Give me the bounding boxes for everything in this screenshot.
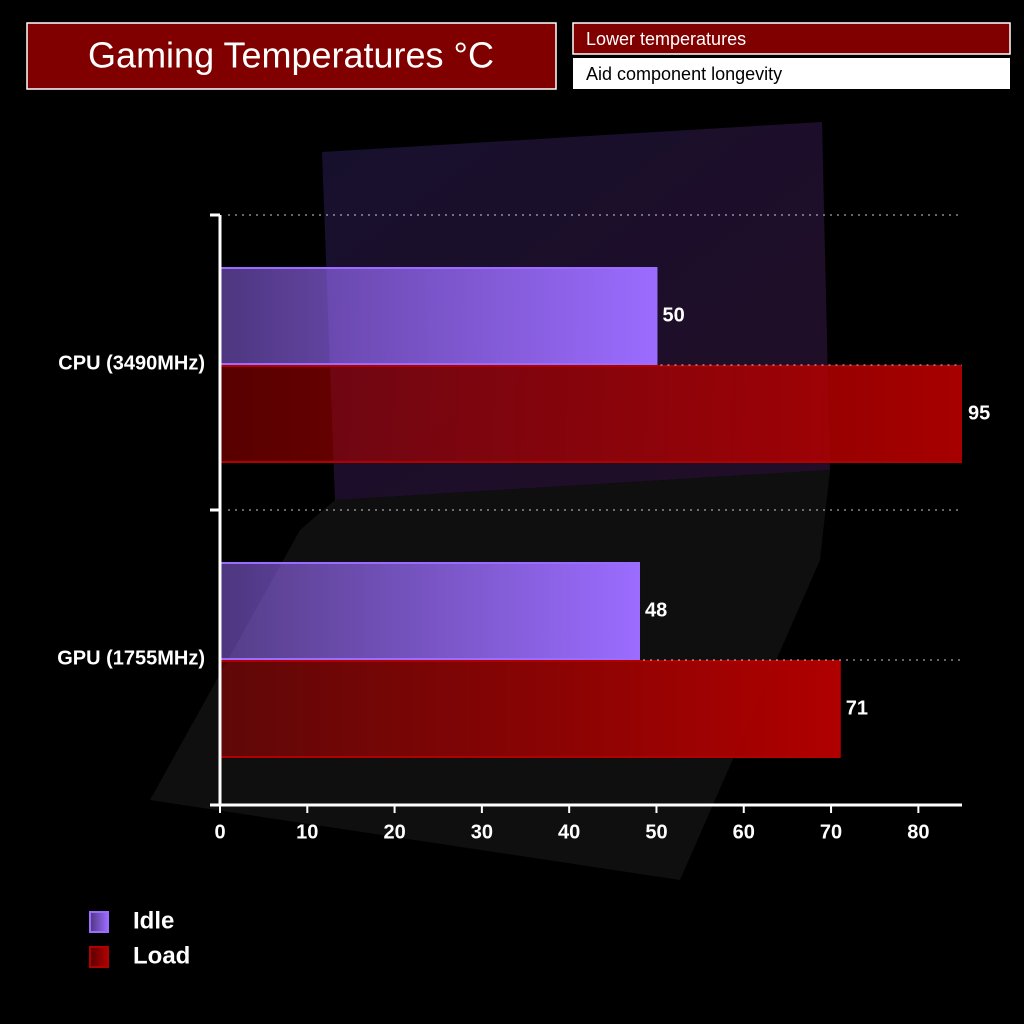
bars [220, 267, 962, 758]
y-tick-label: GPU (1755MHz) [57, 647, 205, 669]
title-box [26, 22, 557, 90]
bar [220, 562, 641, 660]
value-label: 95 [968, 402, 990, 424]
legend-label: Load [133, 942, 190, 969]
x-tick-label: 20 [383, 821, 405, 843]
x-tick-label: 30 [471, 821, 493, 843]
annotation: Aid component longevity [586, 64, 782, 84]
x-tick-label: 10 [296, 821, 318, 843]
bar [220, 365, 962, 463]
value-label: 48 [645, 599, 667, 621]
chart-title: Gaming Temperatures °C [88, 35, 494, 76]
annotation-box [573, 58, 1010, 89]
value-label: 50 [662, 304, 684, 326]
annotation: Lower temperatures [586, 29, 746, 49]
legend-swatch [89, 946, 109, 968]
bar [220, 267, 658, 365]
bar [220, 660, 841, 758]
annotation-box [572, 22, 1011, 55]
x-tick-label: 0 [214, 821, 225, 843]
x-tick-label: 60 [733, 821, 755, 843]
x-tick-label: 80 [907, 821, 929, 843]
legend-label: Idle [133, 907, 174, 934]
y-tick-label: CPU (3490MHz) [58, 352, 205, 374]
x-tick-label: 50 [645, 821, 667, 843]
value-label: 71 [846, 697, 868, 719]
x-tick-label: 40 [558, 821, 580, 843]
legend-swatch [89, 911, 109, 933]
x-tick-label: 70 [820, 821, 842, 843]
